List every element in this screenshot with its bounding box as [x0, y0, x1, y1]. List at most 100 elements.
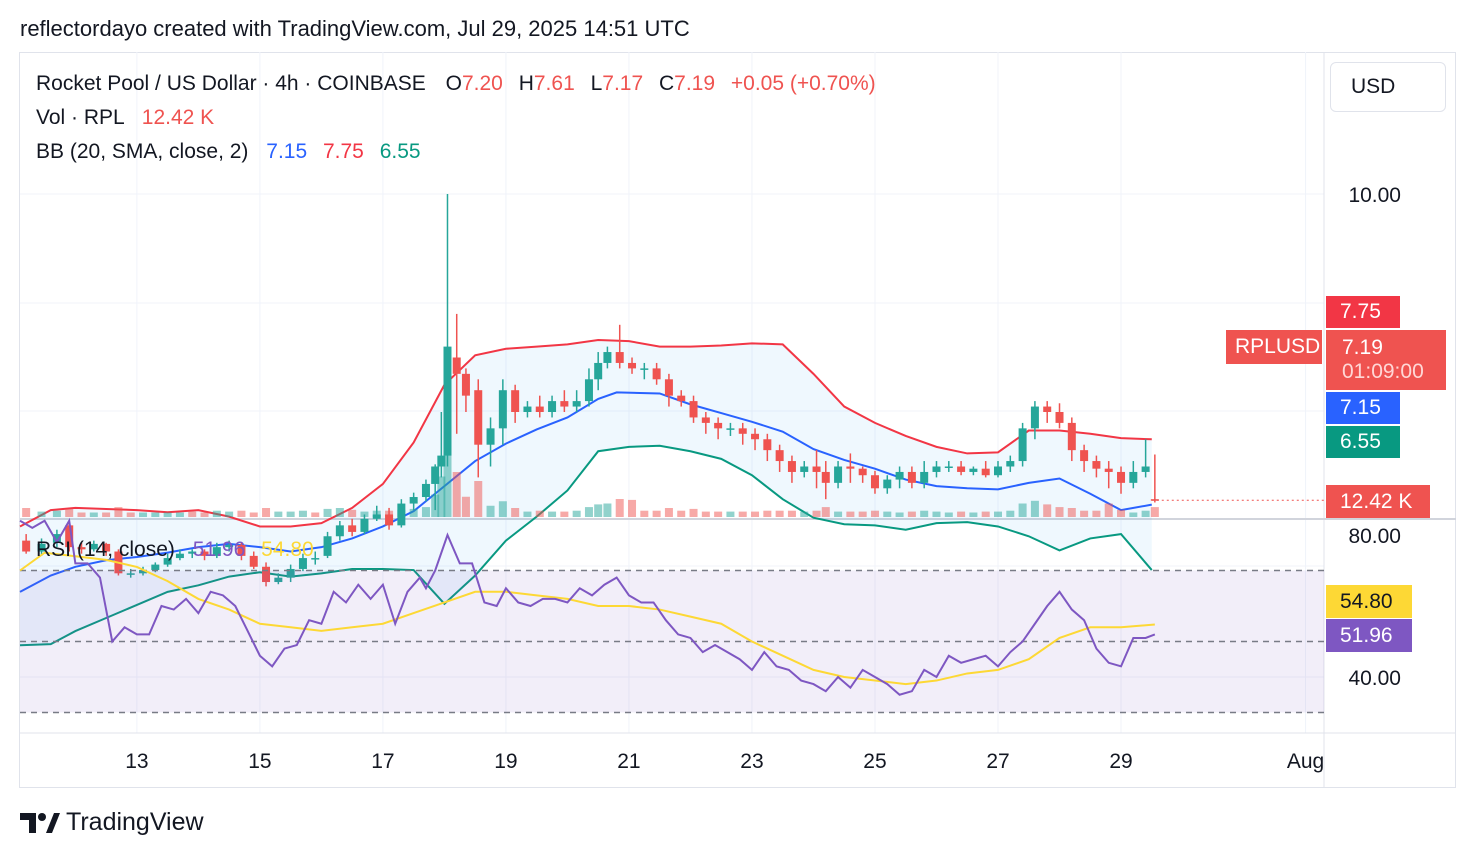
time-axis-label: 13 — [125, 750, 148, 773]
volume-bar — [920, 510, 929, 517]
candle-body — [1117, 471, 1126, 483]
open-value: 7.20 — [461, 72, 503, 95]
candle-body — [1129, 471, 1138, 483]
volume-label[interactable]: Vol · RPL — [36, 106, 124, 129]
volume-bar — [751, 511, 760, 517]
candle-body — [775, 450, 784, 462]
candle-body — [664, 379, 673, 396]
candle-body — [1006, 461, 1015, 467]
candle-body — [437, 455, 446, 467]
candle-body — [944, 466, 953, 468]
volume-bar — [1117, 509, 1126, 517]
candle-body — [1150, 499, 1159, 501]
bb-upper-line — [19, 339, 1152, 528]
candle-body — [738, 428, 747, 434]
candle-body — [957, 466, 966, 472]
candle-body — [1080, 450, 1089, 462]
volume-bar — [262, 508, 271, 517]
symbol-tag: RPLUSD — [1226, 330, 1322, 364]
symbol-title[interactable]: Rocket Pool / US Dollar · 4h · COINBASE — [36, 72, 426, 95]
volume-bar — [726, 511, 735, 517]
candle-body — [498, 390, 507, 429]
candle-body — [603, 352, 612, 363]
candle-body — [800, 466, 809, 472]
candle-body — [652, 368, 661, 380]
tradingview-logo[interactable]: TradingView — [20, 808, 204, 837]
volume-bar — [348, 509, 357, 517]
volume-bar — [188, 511, 197, 517]
candle-body — [594, 362, 603, 380]
volume-bar — [323, 508, 332, 517]
candle-body — [883, 479, 892, 489]
volume-bar — [114, 507, 123, 517]
volume-bar — [335, 508, 344, 517]
bb-label[interactable]: BB (20, SMA, close, 2) — [36, 140, 249, 163]
volume-bar — [1043, 504, 1052, 517]
volume-bar — [775, 510, 784, 517]
volume-bar — [498, 501, 507, 517]
candle-body — [151, 564, 160, 571]
time-axis-label: 21 — [617, 750, 640, 773]
tradingview-logo-icon — [20, 812, 60, 833]
time-axis-label: 19 — [494, 750, 517, 773]
candle-body — [1141, 466, 1150, 472]
volume-bar — [200, 512, 209, 517]
candle-body — [821, 471, 830, 483]
candle-body — [37, 543, 46, 552]
candle-body — [311, 558, 320, 560]
volume-bar — [858, 511, 867, 517]
candle-body — [461, 373, 470, 396]
open-label: O — [445, 72, 462, 95]
time-axis-label: 17 — [371, 750, 394, 773]
bb-basis-tag: 7.15 — [1326, 392, 1400, 424]
candle-body — [640, 368, 649, 370]
low-value: 7.17 — [602, 72, 644, 95]
volume-bar — [360, 511, 369, 517]
candle-body — [409, 497, 418, 504]
volume-bar — [846, 511, 855, 517]
rsi-legend: RSI (14, close) 51.96 54.80 — [36, 538, 314, 562]
candle-body — [511, 390, 520, 412]
volume-bar — [523, 511, 532, 517]
volume-bar — [883, 511, 892, 517]
chart-frame — [19, 52, 1456, 788]
candle-body — [584, 379, 593, 402]
currency-button[interactable]: USD — [1330, 62, 1446, 112]
volume-bar — [969, 512, 978, 517]
volume-bar — [615, 499, 624, 517]
candle-body — [397, 503, 406, 526]
rsi-label[interactable]: RSI (14, close) — [36, 538, 175, 561]
candle-body — [1067, 422, 1076, 451]
candle-body — [175, 553, 184, 559]
candle-body — [225, 544, 234, 548]
volume-bar — [52, 510, 61, 517]
candle-body — [548, 401, 557, 412]
volume-bar — [139, 512, 148, 517]
candle-body — [907, 471, 916, 483]
volume-bar — [981, 511, 990, 517]
volume-bar — [89, 512, 98, 517]
volume-bar — [1067, 508, 1076, 517]
volume-bar — [22, 508, 31, 517]
symbol-legend: Rocket Pool / US Dollar · 4h · COINBASE … — [36, 72, 876, 96]
candle-body — [452, 357, 461, 374]
high-label: H — [518, 72, 534, 95]
volume-bar — [452, 472, 461, 517]
volume-bar — [249, 512, 258, 517]
rsi-line — [19, 517, 1156, 696]
candle-body — [102, 543, 111, 552]
volume-bar — [77, 512, 86, 517]
volume-bar — [175, 512, 184, 517]
chart-header: reflectordayo created with TradingView.c… — [20, 16, 690, 41]
candle-body — [163, 558, 172, 565]
candle-body — [994, 466, 1002, 476]
volume-bar — [126, 512, 135, 517]
candle-body — [981, 468, 990, 476]
candle-body — [920, 471, 929, 483]
candle-body — [249, 555, 258, 567]
candle-body — [385, 514, 394, 526]
volume-bar — [486, 505, 495, 517]
volume-bar — [163, 512, 172, 517]
bb-lower-line — [19, 444, 1153, 647]
